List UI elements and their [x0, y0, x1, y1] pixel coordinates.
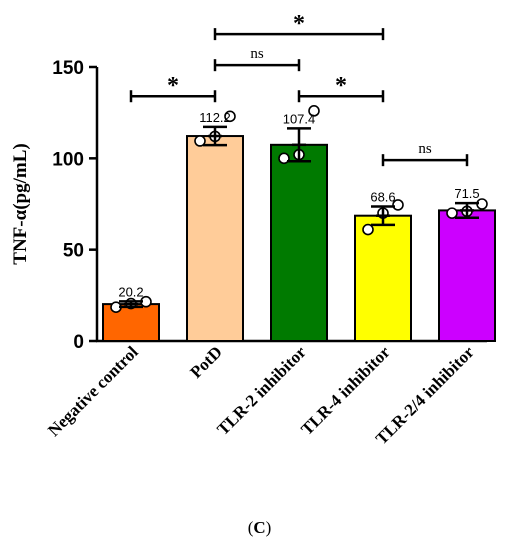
y-tick-label: 0 — [73, 332, 84, 353]
y-tick-label: 50 — [63, 241, 84, 262]
data-label: 20.2 — [118, 284, 143, 299]
panel-label: (C) — [247, 518, 272, 537]
axes: 0 50 100 150 — [52, 58, 487, 353]
data-point — [446, 207, 458, 219]
bar — [438, 209, 496, 342]
data-label: 112.2 — [199, 110, 231, 125]
data-point — [308, 105, 320, 117]
bar — [354, 214, 412, 343]
significance-ns: ns — [250, 46, 264, 62]
significance-brackets: * ns * * ns — [129, 11, 469, 167]
data-point — [392, 199, 404, 211]
significance-star: * — [335, 73, 347, 99]
bars — [102, 135, 496, 343]
data-point — [278, 152, 290, 165]
bar-chart: 0 50 100 150 20.2 112.2 107.4 68.6 71.5 * ns * * ns… — [10, 11, 496, 448]
x-tick-label: Negative control — [44, 342, 142, 440]
y-tick-label: 100 — [52, 149, 84, 170]
x-tick-label: TLR-4 inhibitor — [297, 342, 394, 439]
data-point — [194, 135, 206, 147]
y-tick-label: 150 — [52, 58, 84, 79]
x-tick-label: TLR-2 inhibitor — [213, 342, 310, 439]
bar — [186, 135, 244, 342]
data-point — [224, 110, 236, 123]
error-bars — [119, 125, 479, 309]
significance-ns: ns — [418, 141, 432, 157]
x-tick-label: PotD — [186, 342, 225, 381]
significance-star: * — [293, 11, 305, 37]
y-axis-label: TNF-α(pg/mL) — [10, 143, 31, 264]
panel-letter: C — [253, 518, 266, 537]
data-label: 71.5 — [454, 186, 479, 201]
significance-star: * — [167, 73, 179, 99]
data-point — [362, 223, 374, 236]
data-label: 107.4 — [283, 111, 316, 126]
data-label: 68.6 — [370, 190, 395, 205]
value-labels: 20.2 112.2 107.4 68.6 71.5 — [118, 110, 479, 299]
bar — [270, 143, 328, 342]
